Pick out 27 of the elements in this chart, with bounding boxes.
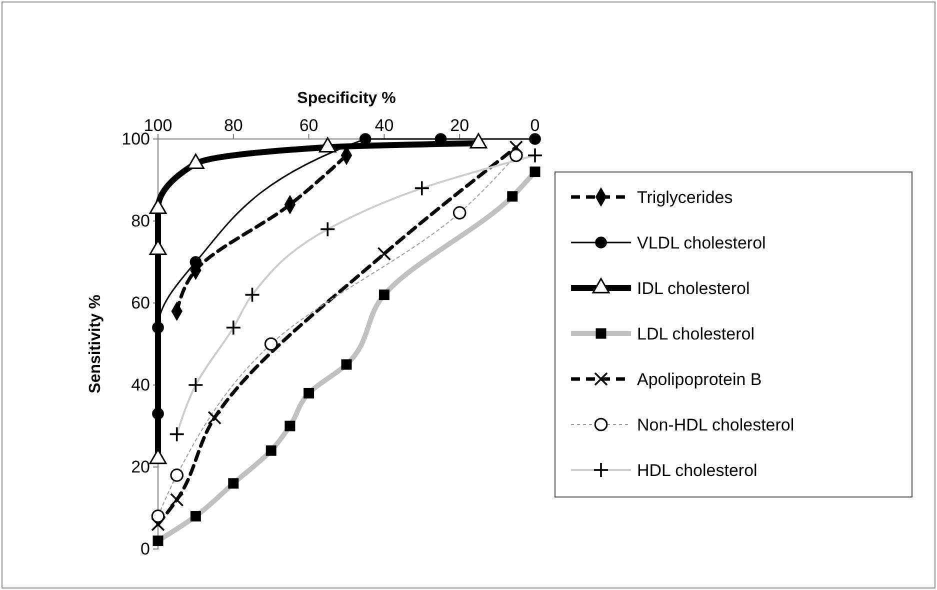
point xyxy=(208,410,222,425)
y-tick-label: 80 xyxy=(131,211,150,230)
y-axis-title: Sensitivity % xyxy=(87,294,104,394)
point xyxy=(152,322,164,334)
y-tick-label: 40 xyxy=(131,375,150,394)
y-tick-label: 60 xyxy=(131,293,150,312)
point xyxy=(377,246,392,261)
point xyxy=(529,133,541,145)
point xyxy=(151,518,165,532)
legend-label: HDL cholesterol xyxy=(637,461,758,480)
legend-label: Apolipoprotein B xyxy=(637,370,762,389)
legend-label: VLDL cholesterol xyxy=(637,234,766,252)
legend-label: Non-HDL cholesterol xyxy=(637,416,794,434)
point xyxy=(152,408,164,420)
legend-label: Triglycerides xyxy=(637,188,733,207)
x-tick-label: 60 xyxy=(299,116,318,135)
y-tick-label: 0 xyxy=(140,539,150,558)
y-tick-label: 20 xyxy=(131,457,150,476)
legend-label: IDL cholesterol xyxy=(637,279,750,298)
legend-label: LDL cholesterol xyxy=(637,324,754,344)
x-axis-title: Specificity % xyxy=(297,90,396,107)
point xyxy=(509,140,524,154)
x-tick-label: 80 xyxy=(224,116,243,135)
x-tick-label: 20 xyxy=(450,116,470,135)
x-tick-label: 40 xyxy=(374,116,394,135)
x-tick-label: 0 xyxy=(530,116,540,135)
point xyxy=(170,492,184,507)
